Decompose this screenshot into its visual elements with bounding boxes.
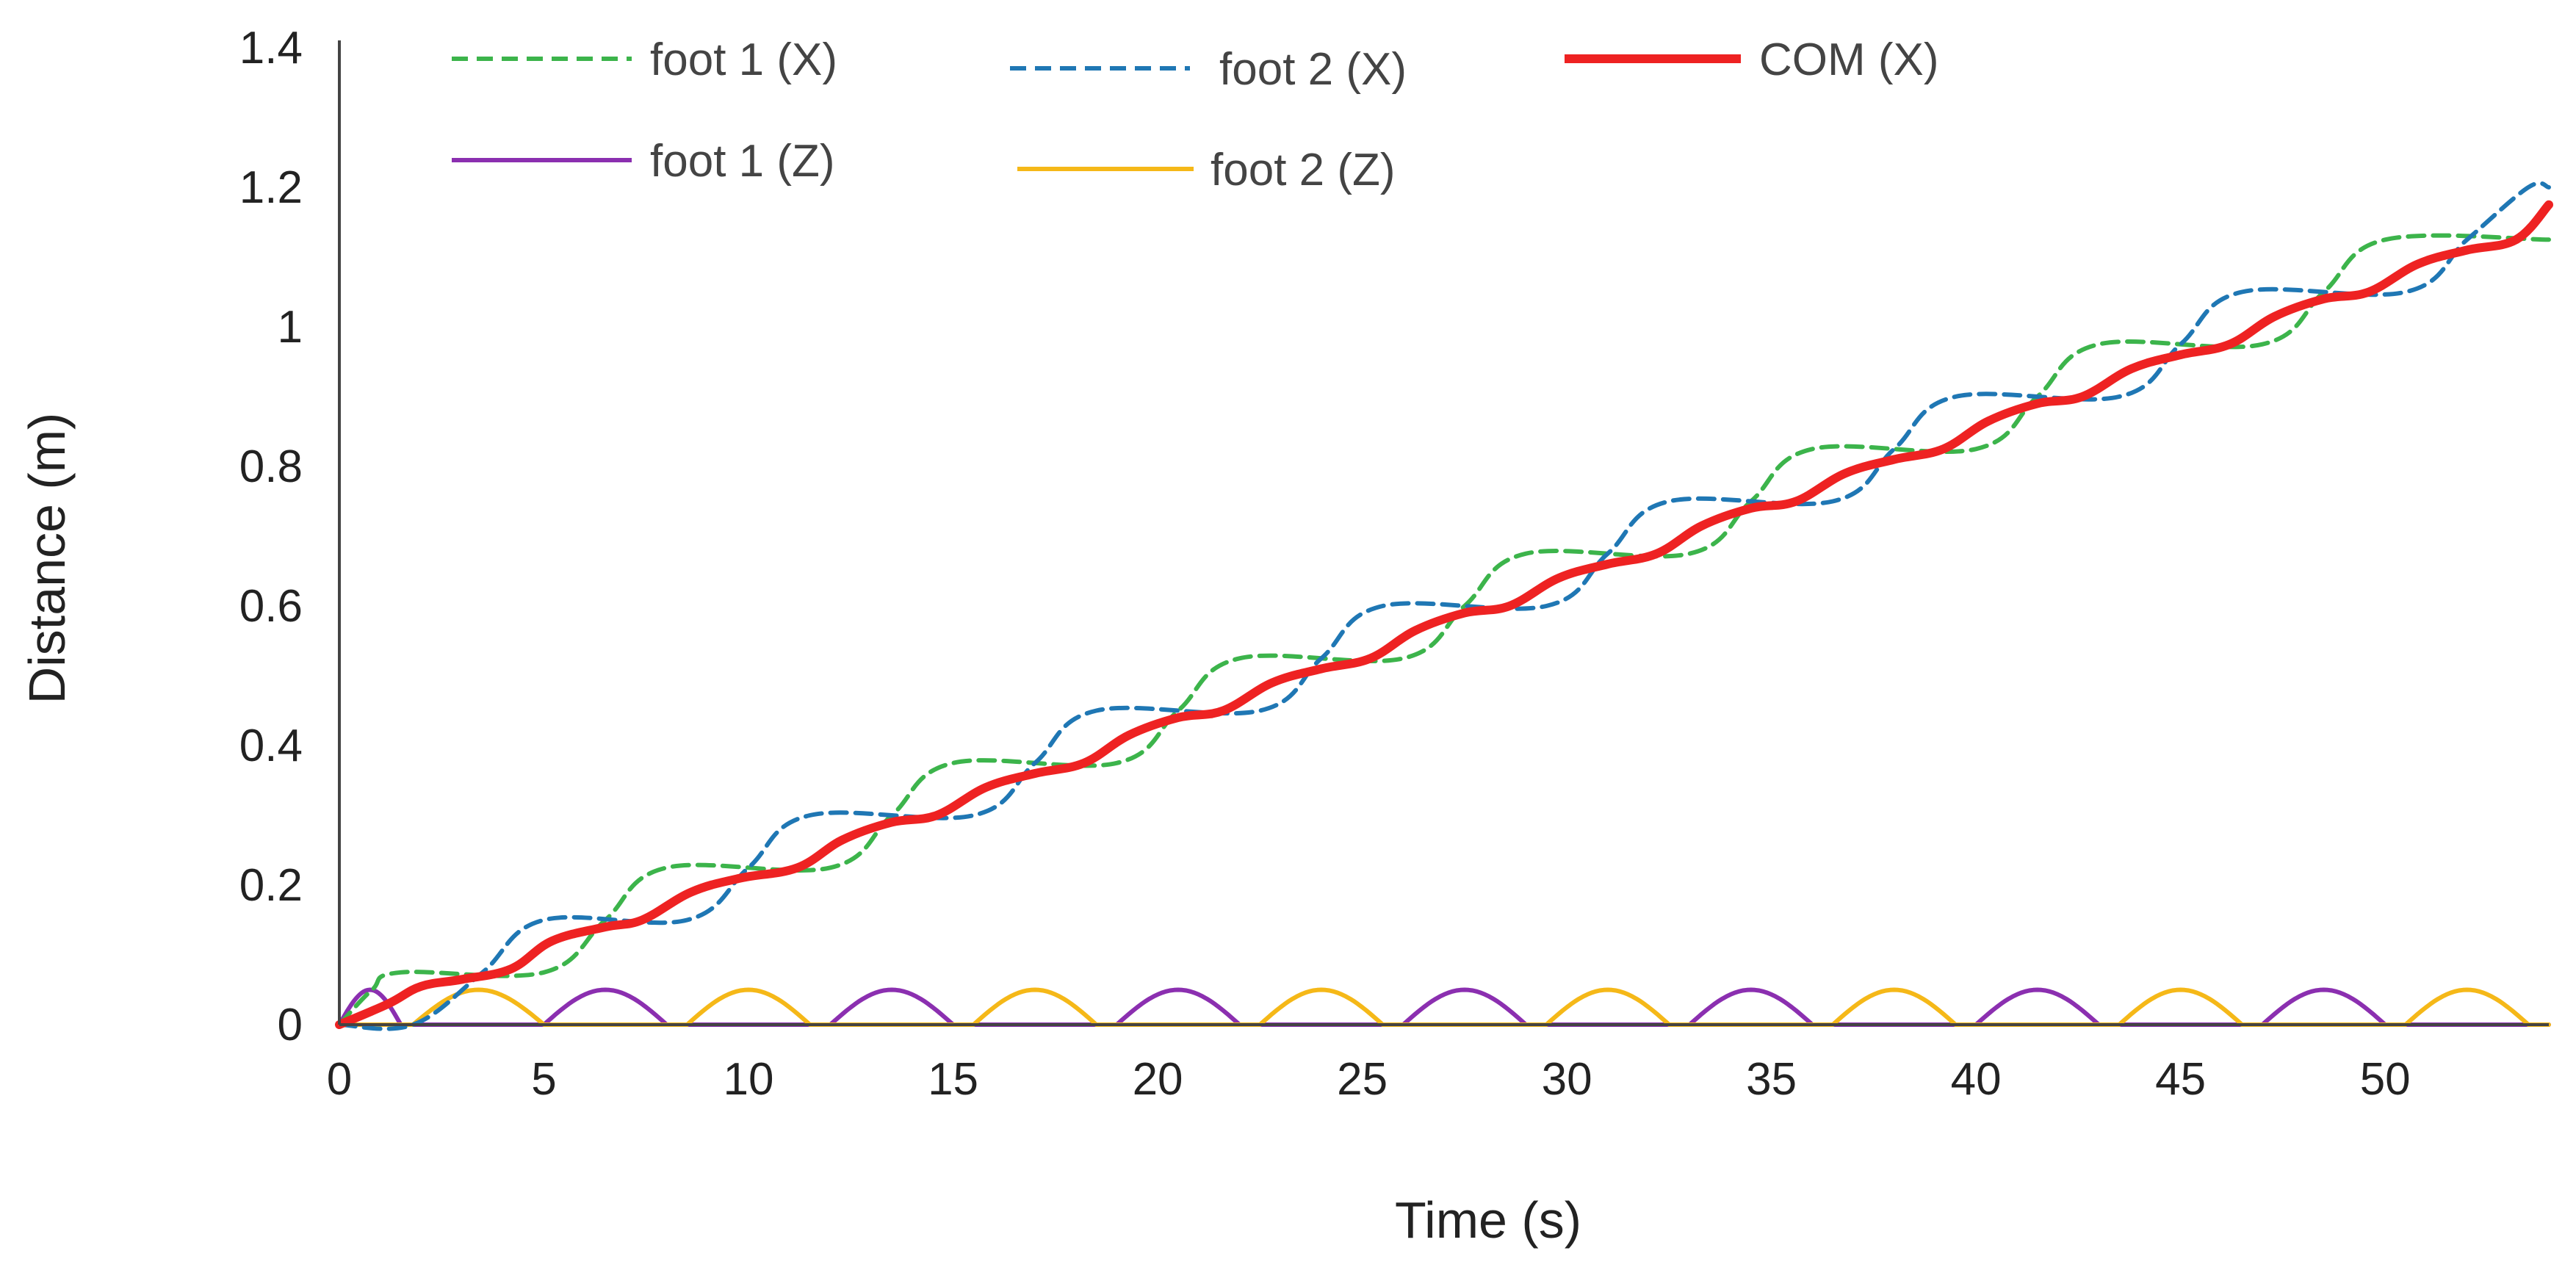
- x-tick-label: 25: [1337, 1054, 1388, 1105]
- legend-label: COM (X): [1759, 35, 1939, 85]
- legend-label: foot 1 (Z): [650, 136, 835, 187]
- y-tick-label: 1: [278, 302, 303, 353]
- x-tick-label: 0: [327, 1054, 352, 1105]
- y-tick-label: 1.4: [239, 23, 303, 73]
- series-line-foot-1-x: [337, 233, 2551, 1027]
- y-tick-label: 1.2: [239, 162, 303, 213]
- series-line-foot-1-z: [337, 987, 2551, 1027]
- y-tick-label: 0.8: [239, 441, 303, 492]
- y-tick-label: 0: [278, 1000, 303, 1050]
- y-tick-label: 0.4: [239, 721, 303, 771]
- y-tick-label: 0.2: [239, 860, 303, 911]
- x-tick-label: 45: [2155, 1054, 2206, 1105]
- x-tick-label: 10: [724, 1054, 774, 1105]
- y-tick-labels: 0 0.2 0.4 0.6 0.8 1 1.2 1.4: [239, 23, 303, 1050]
- x-tick-label: 50: [2360, 1054, 2411, 1105]
- legend-label: foot 2 (X): [1219, 44, 1407, 95]
- y-tick-label: 0.6: [239, 581, 303, 632]
- y-axis-title: Distance (m): [18, 413, 76, 704]
- legend-label: foot 2 (Z): [1211, 145, 1396, 195]
- legend-label: foot 1 (X): [650, 35, 837, 85]
- series-line-foot-2-x: [337, 181, 2551, 1031]
- series-line-com-x: [335, 200, 2553, 1029]
- x-tick-label: 15: [928, 1054, 978, 1105]
- axes: [338, 40, 2549, 1026]
- x-tick-labels: 0 5 10 15 20 25 30 35 40 45 50: [327, 1054, 2411, 1105]
- x-tick-label: 30: [1542, 1054, 1592, 1105]
- plot-area: [335, 181, 2553, 1031]
- x-tick-label: 20: [1133, 1054, 1183, 1105]
- x-tick-label: 35: [1746, 1054, 1797, 1105]
- x-axis-title: Time (s): [1395, 1191, 1581, 1249]
- legend: foot 1 (X) foot 2 (X) COM (X) foot 1 (Z) foo…: [452, 35, 1939, 195]
- x-tick-label: 5: [531, 1054, 556, 1105]
- x-tick-label: 40: [1951, 1054, 2002, 1105]
